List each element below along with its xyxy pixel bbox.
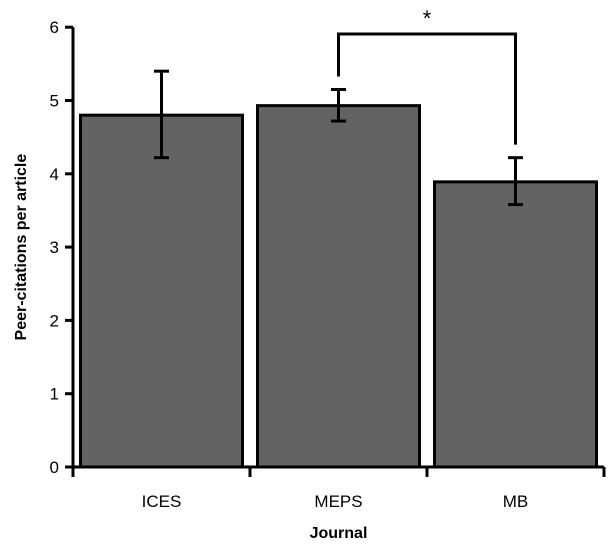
y-tick-label: 3 [50, 238, 59, 257]
bar-ices [79, 113, 244, 469]
y-axis-ticks: 0 1 2 3 4 5 6 [50, 18, 73, 477]
y-axis-title: Peer-citations per article [13, 154, 30, 341]
y-tick-label: 4 [50, 165, 59, 184]
error-bar-ices [154, 69, 169, 160]
x-axis-ticks: ICES MEPS MB [71, 467, 606, 511]
error-bars-layer [154, 69, 523, 207]
x-axis-title: Journal [310, 525, 368, 542]
y-tick-label: 5 [50, 92, 59, 111]
significance-marker: * [423, 6, 432, 31]
significance-bracket: * [337, 6, 517, 145]
bars-layer [79, 104, 598, 469]
y-tick-label: 0 [50, 458, 59, 477]
x-tick-label-mb: MB [503, 492, 529, 511]
significance-bracket-line [337, 32, 517, 145]
x-tick-label-ices: ICES [142, 492, 182, 511]
bar-mb [433, 180, 598, 469]
error-bar-mb [508, 156, 523, 207]
x-tick-label-meps: MEPS [314, 492, 362, 511]
bar-meps [256, 104, 421, 469]
y-tick-label: 1 [50, 385, 59, 404]
y-tick-label: 6 [50, 18, 59, 37]
y-tick-label: 2 [50, 311, 59, 330]
error-bar-meps [331, 88, 346, 123]
